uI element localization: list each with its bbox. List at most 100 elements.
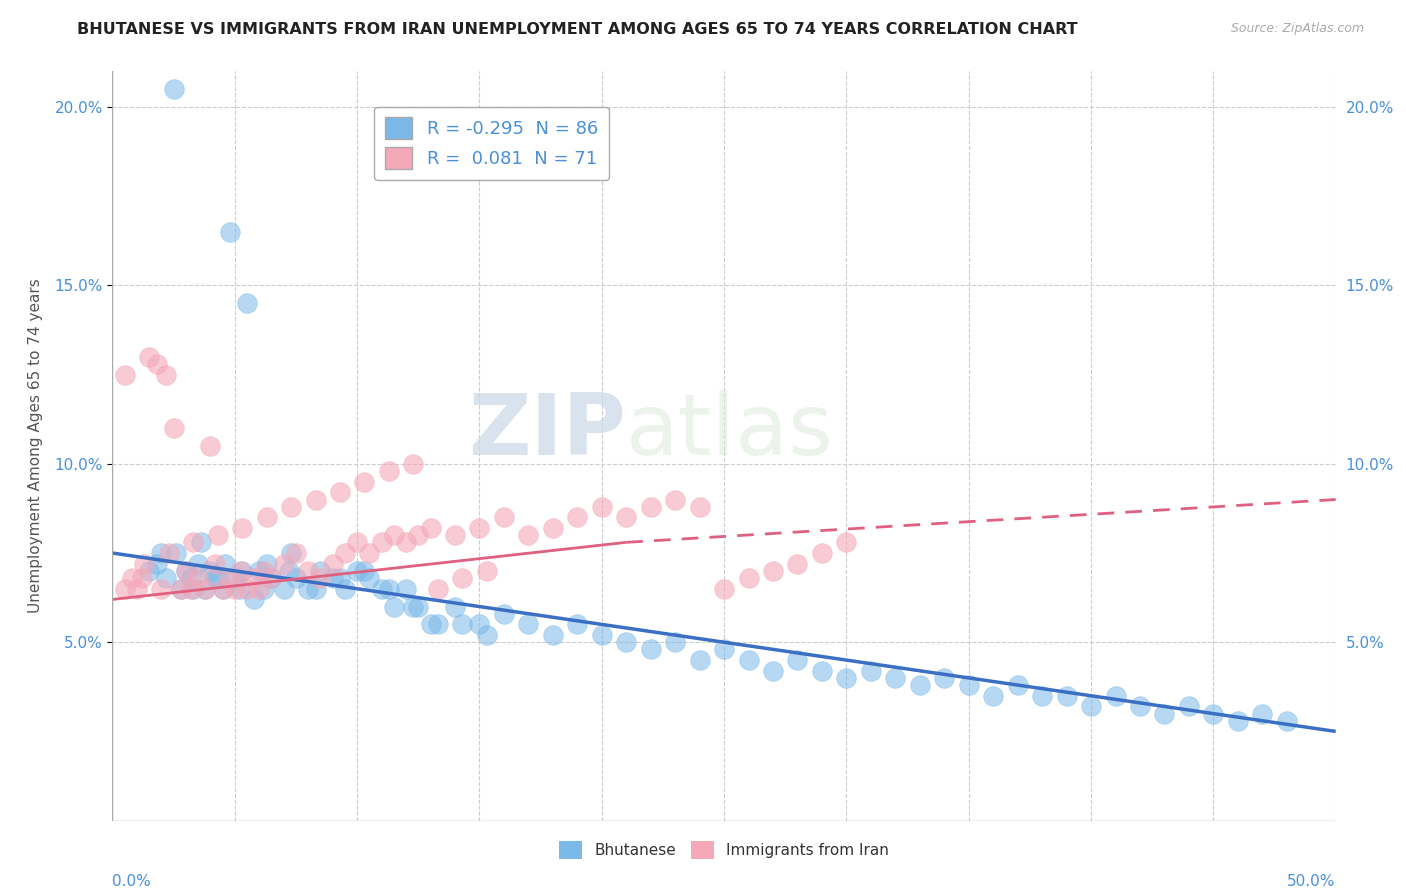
Point bbox=[378, 582, 401, 596]
Point bbox=[689, 500, 711, 514]
Point bbox=[762, 664, 785, 678]
Point bbox=[134, 557, 156, 571]
Point bbox=[224, 582, 246, 596]
Point bbox=[859, 664, 882, 678]
Point bbox=[280, 500, 302, 514]
Point bbox=[333, 582, 356, 596]
Point bbox=[187, 557, 209, 571]
Point bbox=[370, 582, 392, 596]
Point bbox=[1129, 699, 1152, 714]
Point bbox=[908, 678, 931, 692]
Point bbox=[664, 635, 686, 649]
Point bbox=[811, 664, 834, 678]
Point bbox=[236, 582, 259, 596]
Point bbox=[150, 582, 173, 596]
Point bbox=[180, 571, 202, 585]
Point bbox=[468, 521, 491, 535]
Point bbox=[934, 671, 956, 685]
Point bbox=[329, 571, 352, 585]
Point bbox=[200, 564, 222, 578]
Point bbox=[297, 564, 319, 578]
Point bbox=[231, 564, 253, 578]
Point bbox=[247, 564, 270, 578]
Point bbox=[353, 475, 375, 489]
Point bbox=[157, 546, 180, 560]
Point bbox=[304, 582, 326, 596]
Point bbox=[359, 571, 381, 585]
Point bbox=[475, 628, 498, 642]
Point bbox=[378, 464, 401, 478]
Point bbox=[353, 564, 375, 578]
Point bbox=[155, 571, 177, 585]
Point bbox=[517, 528, 540, 542]
Point bbox=[219, 571, 242, 585]
Point bbox=[614, 635, 637, 649]
Point bbox=[247, 582, 270, 596]
Point bbox=[640, 642, 662, 657]
Point bbox=[737, 571, 759, 585]
Point bbox=[786, 557, 808, 571]
Point bbox=[541, 521, 564, 535]
Point bbox=[284, 571, 308, 585]
Point bbox=[309, 564, 332, 578]
Point bbox=[243, 571, 266, 585]
Text: BHUTANESE VS IMMIGRANTS FROM IRAN UNEMPLOYMENT AMONG AGES 65 TO 74 YEARS CORRELA: BHUTANESE VS IMMIGRANTS FROM IRAN UNEMPL… bbox=[77, 22, 1078, 37]
Point bbox=[451, 617, 474, 632]
Point bbox=[121, 571, 143, 585]
Point bbox=[1226, 714, 1249, 728]
Point bbox=[207, 528, 229, 542]
Point bbox=[1056, 689, 1078, 703]
Point bbox=[322, 557, 344, 571]
Point bbox=[163, 421, 186, 435]
Point bbox=[253, 564, 276, 578]
Point bbox=[346, 535, 368, 549]
Point bbox=[713, 642, 735, 657]
Text: ZIP: ZIP bbox=[468, 390, 626, 473]
Point bbox=[451, 571, 474, 585]
Point bbox=[786, 653, 808, 667]
Point bbox=[664, 492, 686, 507]
Point bbox=[297, 582, 319, 596]
Point bbox=[419, 521, 441, 535]
Point bbox=[190, 535, 212, 549]
Point bbox=[957, 678, 980, 692]
Point bbox=[125, 582, 148, 596]
Point bbox=[1251, 706, 1274, 721]
Point bbox=[1031, 689, 1053, 703]
Point bbox=[138, 350, 160, 364]
Point bbox=[444, 599, 467, 614]
Point bbox=[181, 535, 204, 549]
Point bbox=[382, 528, 405, 542]
Point bbox=[359, 546, 381, 560]
Point bbox=[219, 225, 242, 239]
Point bbox=[689, 653, 711, 667]
Point bbox=[811, 546, 834, 560]
Point bbox=[211, 582, 233, 596]
Point bbox=[163, 82, 186, 96]
Point bbox=[333, 546, 356, 560]
Point bbox=[517, 617, 540, 632]
Point bbox=[280, 546, 302, 560]
Point bbox=[204, 571, 226, 585]
Point bbox=[138, 564, 160, 578]
Point bbox=[114, 368, 136, 382]
Point bbox=[541, 628, 564, 642]
Point bbox=[1007, 678, 1029, 692]
Point bbox=[174, 564, 197, 578]
Point bbox=[180, 582, 202, 596]
Point bbox=[426, 582, 449, 596]
Point bbox=[236, 296, 259, 310]
Point bbox=[1153, 706, 1175, 721]
Text: 50.0%: 50.0% bbox=[1288, 874, 1336, 889]
Point bbox=[228, 564, 250, 578]
Point bbox=[408, 599, 430, 614]
Point bbox=[277, 564, 299, 578]
Legend: Bhutanese, Immigrants from Iran: Bhutanese, Immigrants from Iran bbox=[553, 835, 896, 865]
Point bbox=[713, 582, 735, 596]
Point bbox=[835, 671, 858, 685]
Point bbox=[395, 535, 418, 549]
Point bbox=[640, 500, 662, 514]
Point bbox=[231, 521, 253, 535]
Point bbox=[304, 492, 326, 507]
Point bbox=[884, 671, 907, 685]
